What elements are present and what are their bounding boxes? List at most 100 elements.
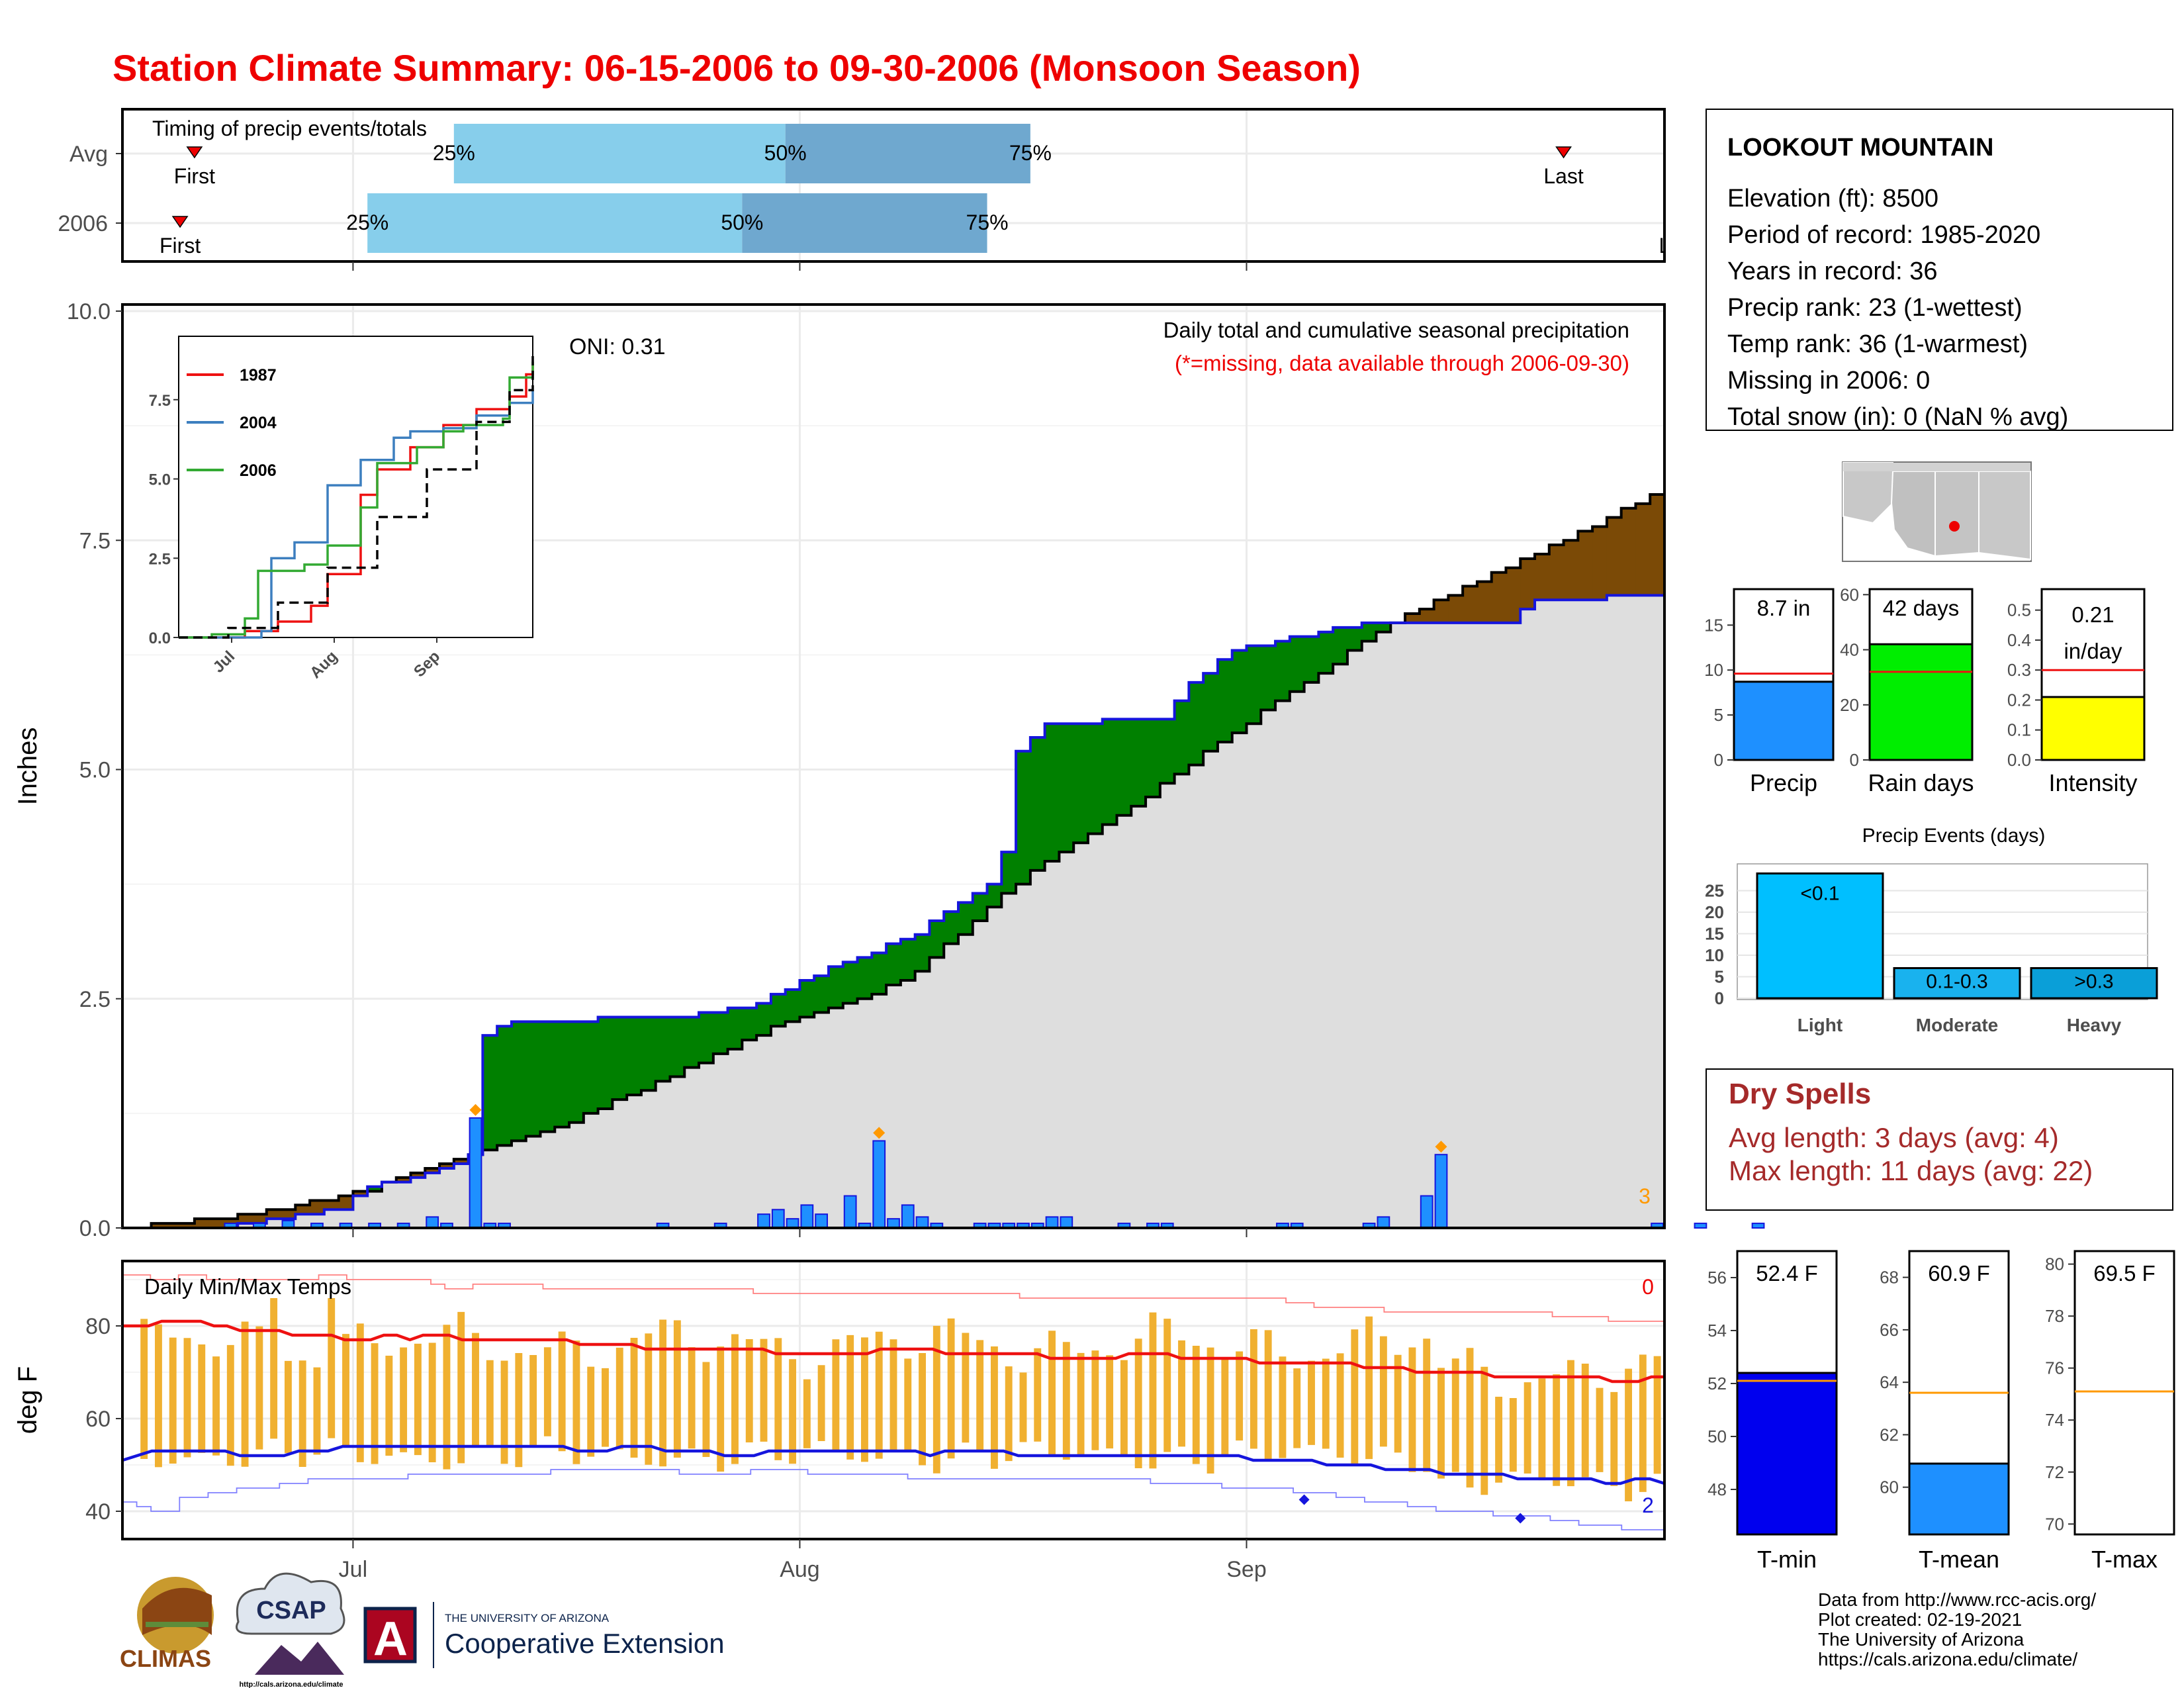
daily-precip-bar bbox=[1751, 1223, 1765, 1229]
deficit-fill bbox=[208, 1219, 224, 1228]
events-bar-label: 0.1-0.3 bbox=[1926, 971, 1987, 993]
deficit-fill bbox=[1606, 517, 1622, 596]
precip-y-tick-label: 10.0 bbox=[67, 299, 111, 324]
surplus-fill bbox=[1232, 650, 1248, 733]
temp-mean-y-tick-label: 60 bbox=[1880, 1477, 1899, 1497]
first-event-marker bbox=[171, 216, 189, 228]
deficit-fill bbox=[1491, 572, 1506, 623]
ua-logo-big-text: Cooperative Extension bbox=[445, 1628, 725, 1659]
surplus-fill bbox=[785, 989, 800, 1022]
deficit-fill bbox=[1419, 609, 1435, 623]
surplus-fill bbox=[1289, 636, 1305, 692]
temp-mean-y-tick-label: 54 bbox=[1707, 1321, 1727, 1340]
timing-q50-label: 50% bbox=[764, 141, 807, 165]
inset-series-line bbox=[179, 390, 534, 639]
csap-logo-text: CSAP bbox=[256, 1597, 326, 1624]
total-y-tick-label: 0.2 bbox=[2007, 690, 2031, 710]
deficit-fill bbox=[338, 1196, 353, 1210]
surplus-fill bbox=[1246, 645, 1261, 724]
max-precip-marker bbox=[469, 1103, 482, 1116]
inset-y-tick-label: 0.0 bbox=[149, 630, 171, 647]
precip-subtitle: Daily total and cumulative seasonal prec… bbox=[1163, 318, 1629, 342]
avg-min-temp-line bbox=[122, 1444, 1665, 1485]
deficit-fill bbox=[251, 1214, 267, 1224]
total-y-tick-label: 10 bbox=[1704, 660, 1723, 680]
deficit-fill bbox=[453, 1159, 469, 1164]
deficit-fill bbox=[295, 1205, 310, 1215]
total-value-label: 8.7 in bbox=[1757, 596, 1811, 620]
max-precip-marker bbox=[1435, 1141, 1447, 1153]
events-y-tick-label: 5 bbox=[1715, 967, 1724, 987]
surplus-fill bbox=[1189, 682, 1204, 765]
footer-line: Plot created: 02-19-2021 bbox=[1818, 1609, 2022, 1630]
first-event-marker bbox=[186, 146, 203, 159]
inset-legend-label: 1987 bbox=[240, 366, 277, 385]
deficit-fill bbox=[1520, 558, 1535, 610]
surplus-fill bbox=[367, 1186, 383, 1192]
daily-precip-bar bbox=[757, 1213, 770, 1229]
surplus-fill bbox=[1160, 719, 1175, 784]
surplus-fill bbox=[497, 1026, 512, 1146]
timing-q25-label: 25% bbox=[346, 211, 388, 234]
daily-precip-bar bbox=[800, 1204, 814, 1229]
temp-y-tick-label: 80 bbox=[85, 1314, 111, 1339]
precip-y-axis-label: Inches bbox=[13, 727, 42, 806]
temp-mean-y-tick-label: 80 bbox=[2045, 1254, 2064, 1274]
timing-panel-border bbox=[121, 108, 1666, 263]
events-bar bbox=[2030, 967, 2158, 1000]
timing-bar-25-50 bbox=[453, 124, 786, 183]
climas-logo-text: CLIMAS bbox=[120, 1645, 211, 1672]
ua-logo: A THE UNIVERSITY OF ARIZONA Cooperative Ex… bbox=[363, 1602, 725, 1668]
avg-max-temp-line bbox=[122, 1319, 1664, 1383]
events-bar-label: <0.1 bbox=[1800, 883, 1839, 905]
station-info-line: Years in record: 36 bbox=[1727, 258, 1938, 285]
deficit-fill bbox=[281, 1209, 296, 1219]
total-y-tick-label: 0.4 bbox=[2007, 630, 2031, 650]
total-category-label: Precip bbox=[1750, 769, 1817, 796]
record-low-marker bbox=[1515, 1513, 1526, 1524]
total-y-tick-label: 60 bbox=[1840, 585, 1859, 604]
temp-mean-value-label: 60.9 F bbox=[1928, 1261, 1990, 1286]
deficit-fill bbox=[410, 1172, 426, 1178]
deficit-fill bbox=[165, 1223, 181, 1228]
timing-bar-50-75 bbox=[785, 124, 1030, 183]
surplus-fill bbox=[555, 1021, 570, 1127]
daily-precip-bar bbox=[1377, 1216, 1390, 1229]
surplus-fill bbox=[583, 1021, 599, 1113]
surplus-fill bbox=[699, 1012, 714, 1063]
station-info-line: Total snow (in): 0 (NaN % avg) bbox=[1727, 403, 2068, 431]
climas-logo-ground bbox=[146, 1622, 208, 1627]
surplus-fill bbox=[1102, 719, 1118, 825]
timing-q75-label: 75% bbox=[1009, 141, 1052, 165]
surplus-fill bbox=[756, 1003, 772, 1036]
daily-precip-bar bbox=[771, 1209, 785, 1229]
daily-precip-bar bbox=[1434, 1154, 1448, 1229]
surplus-fill bbox=[829, 966, 844, 1008]
events-y-tick-label: 20 bbox=[1705, 902, 1724, 922]
surplus-fill bbox=[872, 953, 887, 994]
total-y-tick-label: 0 bbox=[1850, 750, 1859, 770]
total-y-tick-label: 0 bbox=[1714, 750, 1723, 770]
station-info-line: Elevation (ft): 8500 bbox=[1727, 185, 1938, 212]
inset-legend-label: 2006 bbox=[240, 461, 277, 480]
temp-mean-y-tick-label: 50 bbox=[1707, 1427, 1727, 1446]
inset-y-tick-label: 2.5 bbox=[149, 550, 171, 568]
surplus-fill bbox=[482, 1035, 498, 1150]
daily-precip-bar bbox=[887, 1218, 900, 1229]
surplus-fill bbox=[727, 1008, 743, 1049]
surplus-fill bbox=[670, 1017, 685, 1077]
events-bar-label: >0.3 bbox=[2074, 971, 2113, 993]
surplus-fill bbox=[598, 1017, 613, 1109]
events-category-label: Heavy bbox=[2067, 1015, 2122, 1035]
temp-x-tick-label: Jul bbox=[339, 1557, 367, 1582]
temp-mean-y-tick-label: 52 bbox=[1707, 1374, 1727, 1393]
total-value-label: 42 days bbox=[1883, 596, 1960, 620]
record-min-count: 2 bbox=[1642, 1493, 1654, 1517]
ua-logo-block bbox=[363, 1607, 417, 1664]
surplus-fill bbox=[569, 1021, 584, 1123]
deficit-fill bbox=[151, 1223, 166, 1228]
temp-mean-y-tick-label: 70 bbox=[2045, 1514, 2064, 1534]
deficit-fill bbox=[1650, 494, 1665, 596]
deficit-fill bbox=[353, 1191, 368, 1196]
total-y-tick-label: 40 bbox=[1840, 640, 1859, 660]
